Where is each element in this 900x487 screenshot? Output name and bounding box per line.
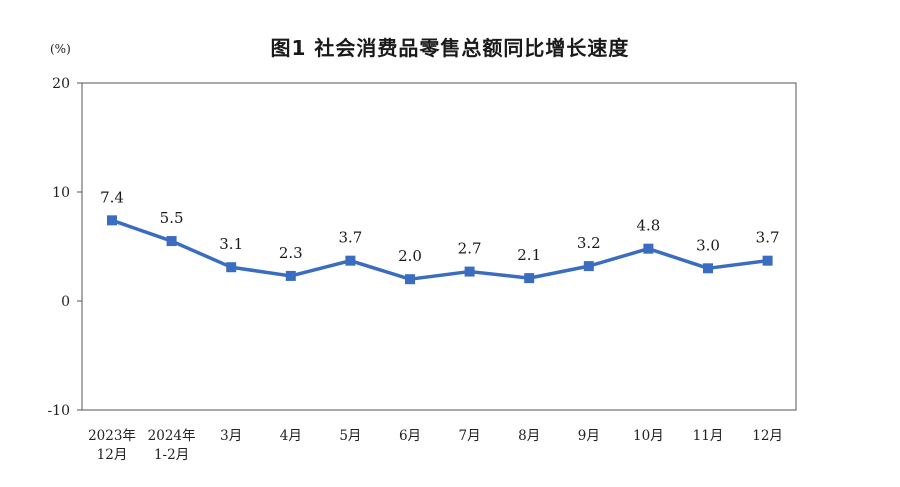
y-tick-label: -10 [47, 403, 70, 419]
chart-title: 图1 社会消费品零售总额同比增长速度 [270, 36, 630, 60]
series-line [111, 218, 768, 281]
y-axis: -10 0 10 20 [47, 76, 82, 419]
data-point [464, 266, 475, 277]
data-label: 3.7 [756, 229, 780, 247]
data-label: 2.1 [517, 246, 541, 264]
data-point [166, 236, 177, 247]
x-tick-label: 2024年 [148, 428, 196, 444]
x-axis: 2023年 12月 2024年 1-2月 3月 4月 5月 6月 7月 8月 9月 10月 11月 12月 [88, 428, 783, 463]
data-label: 5.5 [160, 209, 184, 227]
data-point [583, 261, 594, 272]
y-axis-unit-label: (%) [50, 42, 71, 56]
data-label: 3.2 [577, 234, 601, 252]
data-label: 2.3 [279, 244, 303, 262]
x-tick-label: 11月 [693, 428, 724, 444]
data-label: 3.7 [338, 229, 362, 247]
data-label: 3.0 [696, 236, 720, 254]
data-point [643, 243, 654, 254]
data-point [345, 255, 356, 266]
x-tick-label: 4月 [280, 428, 302, 444]
x-tick-label: 1-2月 [154, 447, 189, 463]
data-label: 2.0 [398, 247, 422, 265]
x-tick-label: 8月 [518, 428, 540, 444]
data-point [703, 263, 713, 274]
data-points [107, 215, 773, 285]
data-point [226, 262, 237, 273]
x-tick-label: 10月 [633, 428, 664, 444]
y-tick-label: 0 [61, 294, 70, 310]
data-labels: 7.4 5.5 3.1 2.3 3.7 2.0 2.7 2.1 3.2 4.8 3.0 3.7 [100, 188, 779, 265]
data-label: 7.4 [100, 188, 124, 206]
data-point [107, 215, 117, 226]
y-tick-label: 20 [52, 76, 70, 92]
x-tick-label: 12月 [752, 428, 783, 444]
x-tick-label: 2023年 [88, 428, 136, 444]
x-tick-label: 9月 [578, 428, 600, 444]
plot-frame [81, 82, 797, 411]
y-tick-label: 10 [52, 185, 70, 201]
data-label: 3.1 [219, 235, 243, 253]
x-tick-label: 12月 [97, 447, 128, 463]
data-point [285, 270, 296, 281]
x-tick-label: 7月 [459, 428, 481, 444]
x-tick-label: 5月 [339, 428, 361, 444]
data-label: 4.8 [636, 217, 660, 235]
x-tick-label: 6月 [399, 428, 421, 444]
data-point [405, 274, 415, 285]
data-point [524, 273, 535, 284]
data-point [762, 255, 773, 266]
data-label: 2.7 [458, 240, 482, 258]
x-tick-label: 3月 [220, 428, 242, 444]
